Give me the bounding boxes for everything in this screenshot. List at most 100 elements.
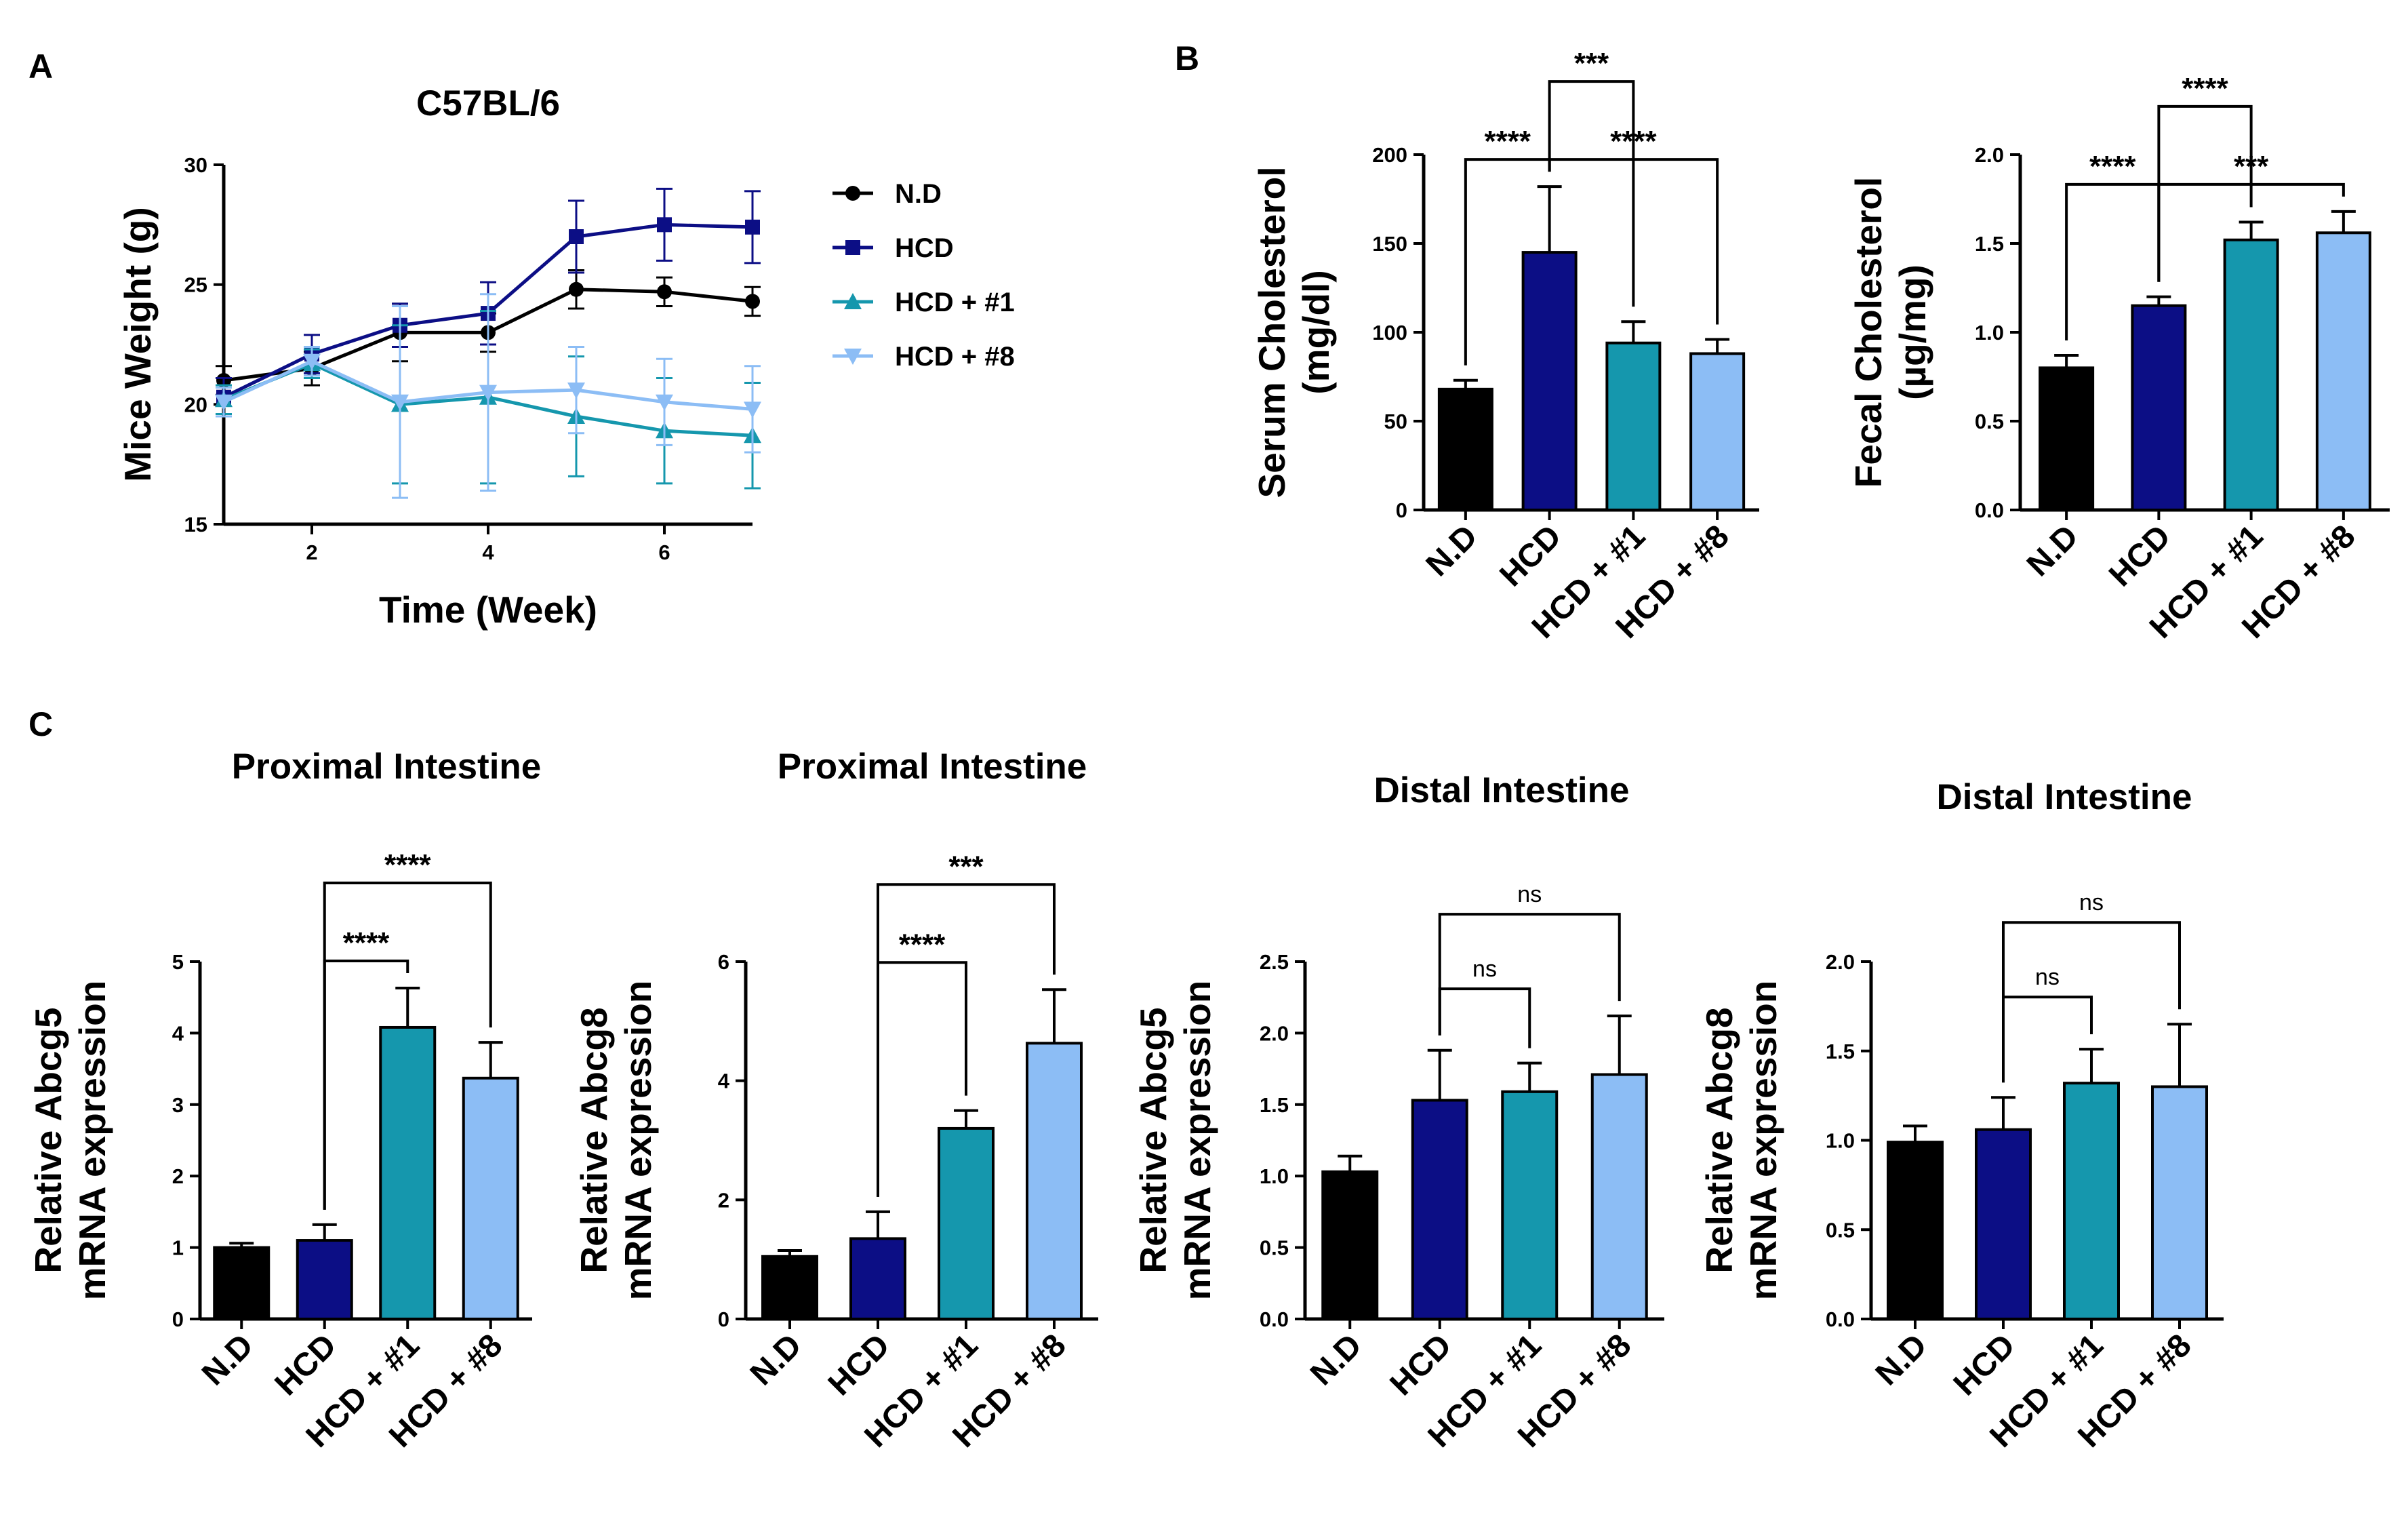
legend-marker — [845, 186, 860, 201]
legend-label: HCD — [895, 233, 954, 263]
significance-bracket: **** — [1464, 125, 1551, 366]
y-tick-label: 1.0 — [1826, 1129, 1855, 1153]
significance-bracket: **** — [323, 848, 492, 1210]
y-axis-label: Fecal Cholesterol — [1847, 177, 1889, 488]
bar-hcd-1 — [1501, 1090, 1559, 1320]
significance-bracket: ns — [2002, 964, 2093, 1083]
y-tick-label: 4 — [172, 1021, 184, 1045]
x-category-label: N.D — [195, 1327, 260, 1392]
panel-label-a: A — [28, 47, 53, 85]
bar-n-d — [1887, 1141, 1944, 1320]
x-tick-label: 2 — [306, 540, 317, 564]
y-tick-label: 1.5 — [1826, 1040, 1855, 1063]
bar-hcd — [849, 1237, 906, 1321]
significance-label: *** — [1574, 47, 1609, 80]
data-point — [657, 217, 672, 233]
y-axis-label: mRNA expression — [1742, 981, 1784, 1301]
bar-hcd-8 — [2315, 231, 2371, 511]
significance-label: ns — [2035, 964, 2060, 990]
y-tick-label: 15 — [184, 513, 207, 536]
y-tick-label: 150 — [1372, 232, 1407, 256]
data-point — [567, 382, 585, 399]
bar-hcd-1 — [2223, 238, 2279, 511]
y-tick-label: 2 — [172, 1164, 184, 1188]
x-category-label: HCD — [1384, 1327, 1459, 1402]
bar-n-d — [1437, 387, 1493, 512]
line-chart-A: 15 20 25 30 2 4 6 Time (Week) Mice Weight (g) C57… — [117, 83, 1015, 631]
bar-n-d — [761, 1255, 818, 1321]
y-tick-label: 1 — [172, 1236, 184, 1260]
y-tick-label: 1.5 — [1260, 1093, 1289, 1117]
x-category-label: HCD — [822, 1327, 897, 1402]
x-category-label: N.D — [2020, 518, 2085, 583]
y-tick-label: 0.0 — [1975, 498, 2004, 522]
significance-label: **** — [343, 926, 390, 960]
legend-entry: HCD + #1 — [832, 288, 1015, 317]
y-tick-label: 2.0 — [1826, 950, 1855, 974]
chart-title: C57BL/6 — [416, 83, 560, 123]
data-point — [657, 284, 672, 300]
bracket-line — [2157, 104, 2253, 282]
significance-bracket: ns — [1438, 956, 1531, 1048]
y-tick-label: 4 — [718, 1069, 730, 1093]
legend-marker — [844, 349, 862, 365]
legend-entry: HCD + #8 — [832, 342, 1015, 372]
y-axis-label: mRNA expression — [71, 981, 113, 1301]
data-point — [479, 385, 497, 401]
bar-n-d — [213, 1246, 270, 1320]
legend-label: HCD + #1 — [895, 288, 1015, 317]
bar-hcd-8 — [1590, 1073, 1648, 1320]
legend-label: N.D — [895, 179, 942, 209]
bar-hcd-8 — [462, 1076, 519, 1320]
y-tick-label: 0.5 — [1975, 410, 2004, 433]
y-axis-label: mRNA expression — [1176, 981, 1218, 1301]
y-tick-label: 0.0 — [1826, 1307, 1855, 1331]
y-axis-label: mRNA expression — [617, 981, 659, 1301]
data-point — [656, 394, 673, 411]
y-axis-label: (µg/mg) — [1891, 264, 1933, 400]
data-point — [745, 219, 760, 235]
data-point — [215, 394, 233, 411]
y-tick-label: 3 — [172, 1093, 184, 1117]
bar-hcd-8 — [1026, 1042, 1083, 1320]
significance-label: *** — [948, 850, 984, 883]
y-axis-label: Relative Abcg8 — [573, 1007, 615, 1273]
y-axis-label: Mice Weight (g) — [117, 207, 159, 481]
y-tick-label: 200 — [1372, 143, 1407, 167]
x-axis-label: Time (Week) — [379, 589, 597, 631]
legend-marker — [844, 293, 862, 309]
bracket-line — [1438, 987, 1531, 1048]
significance-bracket: *** — [877, 850, 1056, 1197]
legend-marker — [845, 240, 860, 255]
bracket-line — [1438, 913, 1621, 1036]
data-point — [569, 229, 584, 244]
bar-hcd — [1411, 1099, 1468, 1320]
data-point — [303, 353, 321, 370]
bracket-line — [2002, 996, 2093, 1083]
y-axis-label: Relative Abcg8 — [1698, 1007, 1740, 1273]
x-category-label: HCD — [268, 1327, 344, 1402]
bar-hcd-1 — [938, 1126, 995, 1321]
significance-bracket: *** — [1548, 47, 1635, 307]
data-point — [744, 401, 761, 418]
y-tick-label: 2.0 — [1260, 1021, 1289, 1045]
chart-title: Distal Intestine — [1374, 770, 1630, 810]
y-tick-label: 0 — [1396, 498, 1407, 522]
y-tick-label: 1.5 — [1975, 232, 2004, 256]
chart-title: Distal Intestine — [1937, 777, 2192, 817]
data-point — [391, 394, 409, 411]
panel-label-c: C — [28, 705, 53, 743]
y-tick-label: 100 — [1372, 321, 1407, 344]
y-tick-label: 2.0 — [1975, 143, 2004, 167]
bar-hcd — [1975, 1128, 2032, 1320]
bar-hcd — [296, 1239, 353, 1321]
y-tick-label: 1.0 — [1260, 1164, 1289, 1188]
bar-n-d — [2039, 366, 2095, 512]
bracket-line — [877, 883, 1056, 1197]
y-axis-label: Serum Cholesterol — [1251, 166, 1293, 498]
series-hcd-8 — [215, 293, 761, 499]
x-category-label: N.D — [1420, 518, 1485, 583]
